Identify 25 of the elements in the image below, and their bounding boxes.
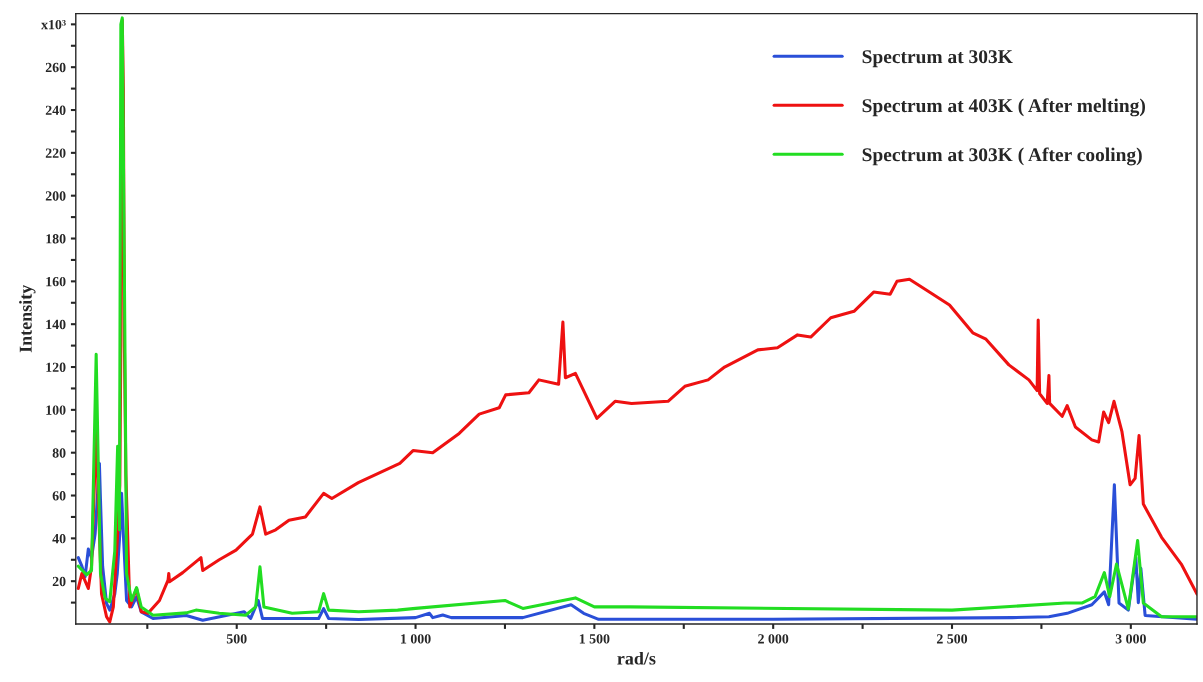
x-tick-label: 500 [226, 634, 247, 644]
x-tick-label: 2 500 [936, 634, 968, 644]
y-tick-label: 40 [52, 533, 66, 544]
legend-label: Spectrum at 403K ( After melting) [862, 98, 1145, 117]
x-tick-label: 2 000 [758, 634, 789, 644]
y-tick-label: 200 [45, 191, 66, 201]
y-tick-label: 100 [46, 405, 66, 415]
y-tick-label: 80 [52, 448, 66, 458]
y-tick-label: 180 [46, 234, 66, 244]
y-axis-title: Intensity [19, 284, 36, 353]
y-tick-label: 140 [46, 319, 66, 330]
x-tick-label: 1 000 [401, 634, 431, 644]
x-axis-title: rad/s [617, 651, 656, 665]
y-tick-label: 240 [45, 105, 66, 115]
x-tick-label: 3 000 [1115, 634, 1146, 644]
y-tick-label: 60 [52, 491, 66, 501]
legend-label: Spectrum at 303K ( After cooling) [862, 147, 1142, 166]
y-tick-label: 220 [45, 148, 66, 158]
y-tick-label: 120 [46, 362, 66, 372]
y-tick-label: 260 [45, 62, 66, 73]
y-tick-label: 160 [46, 276, 66, 287]
y-tick-label: 20 [52, 576, 66, 587]
legend-label: Spectrum at 303K [862, 50, 1013, 68]
y-tick-label: x10³ [41, 19, 66, 30]
x-tick-label: 1 500 [579, 634, 610, 644]
